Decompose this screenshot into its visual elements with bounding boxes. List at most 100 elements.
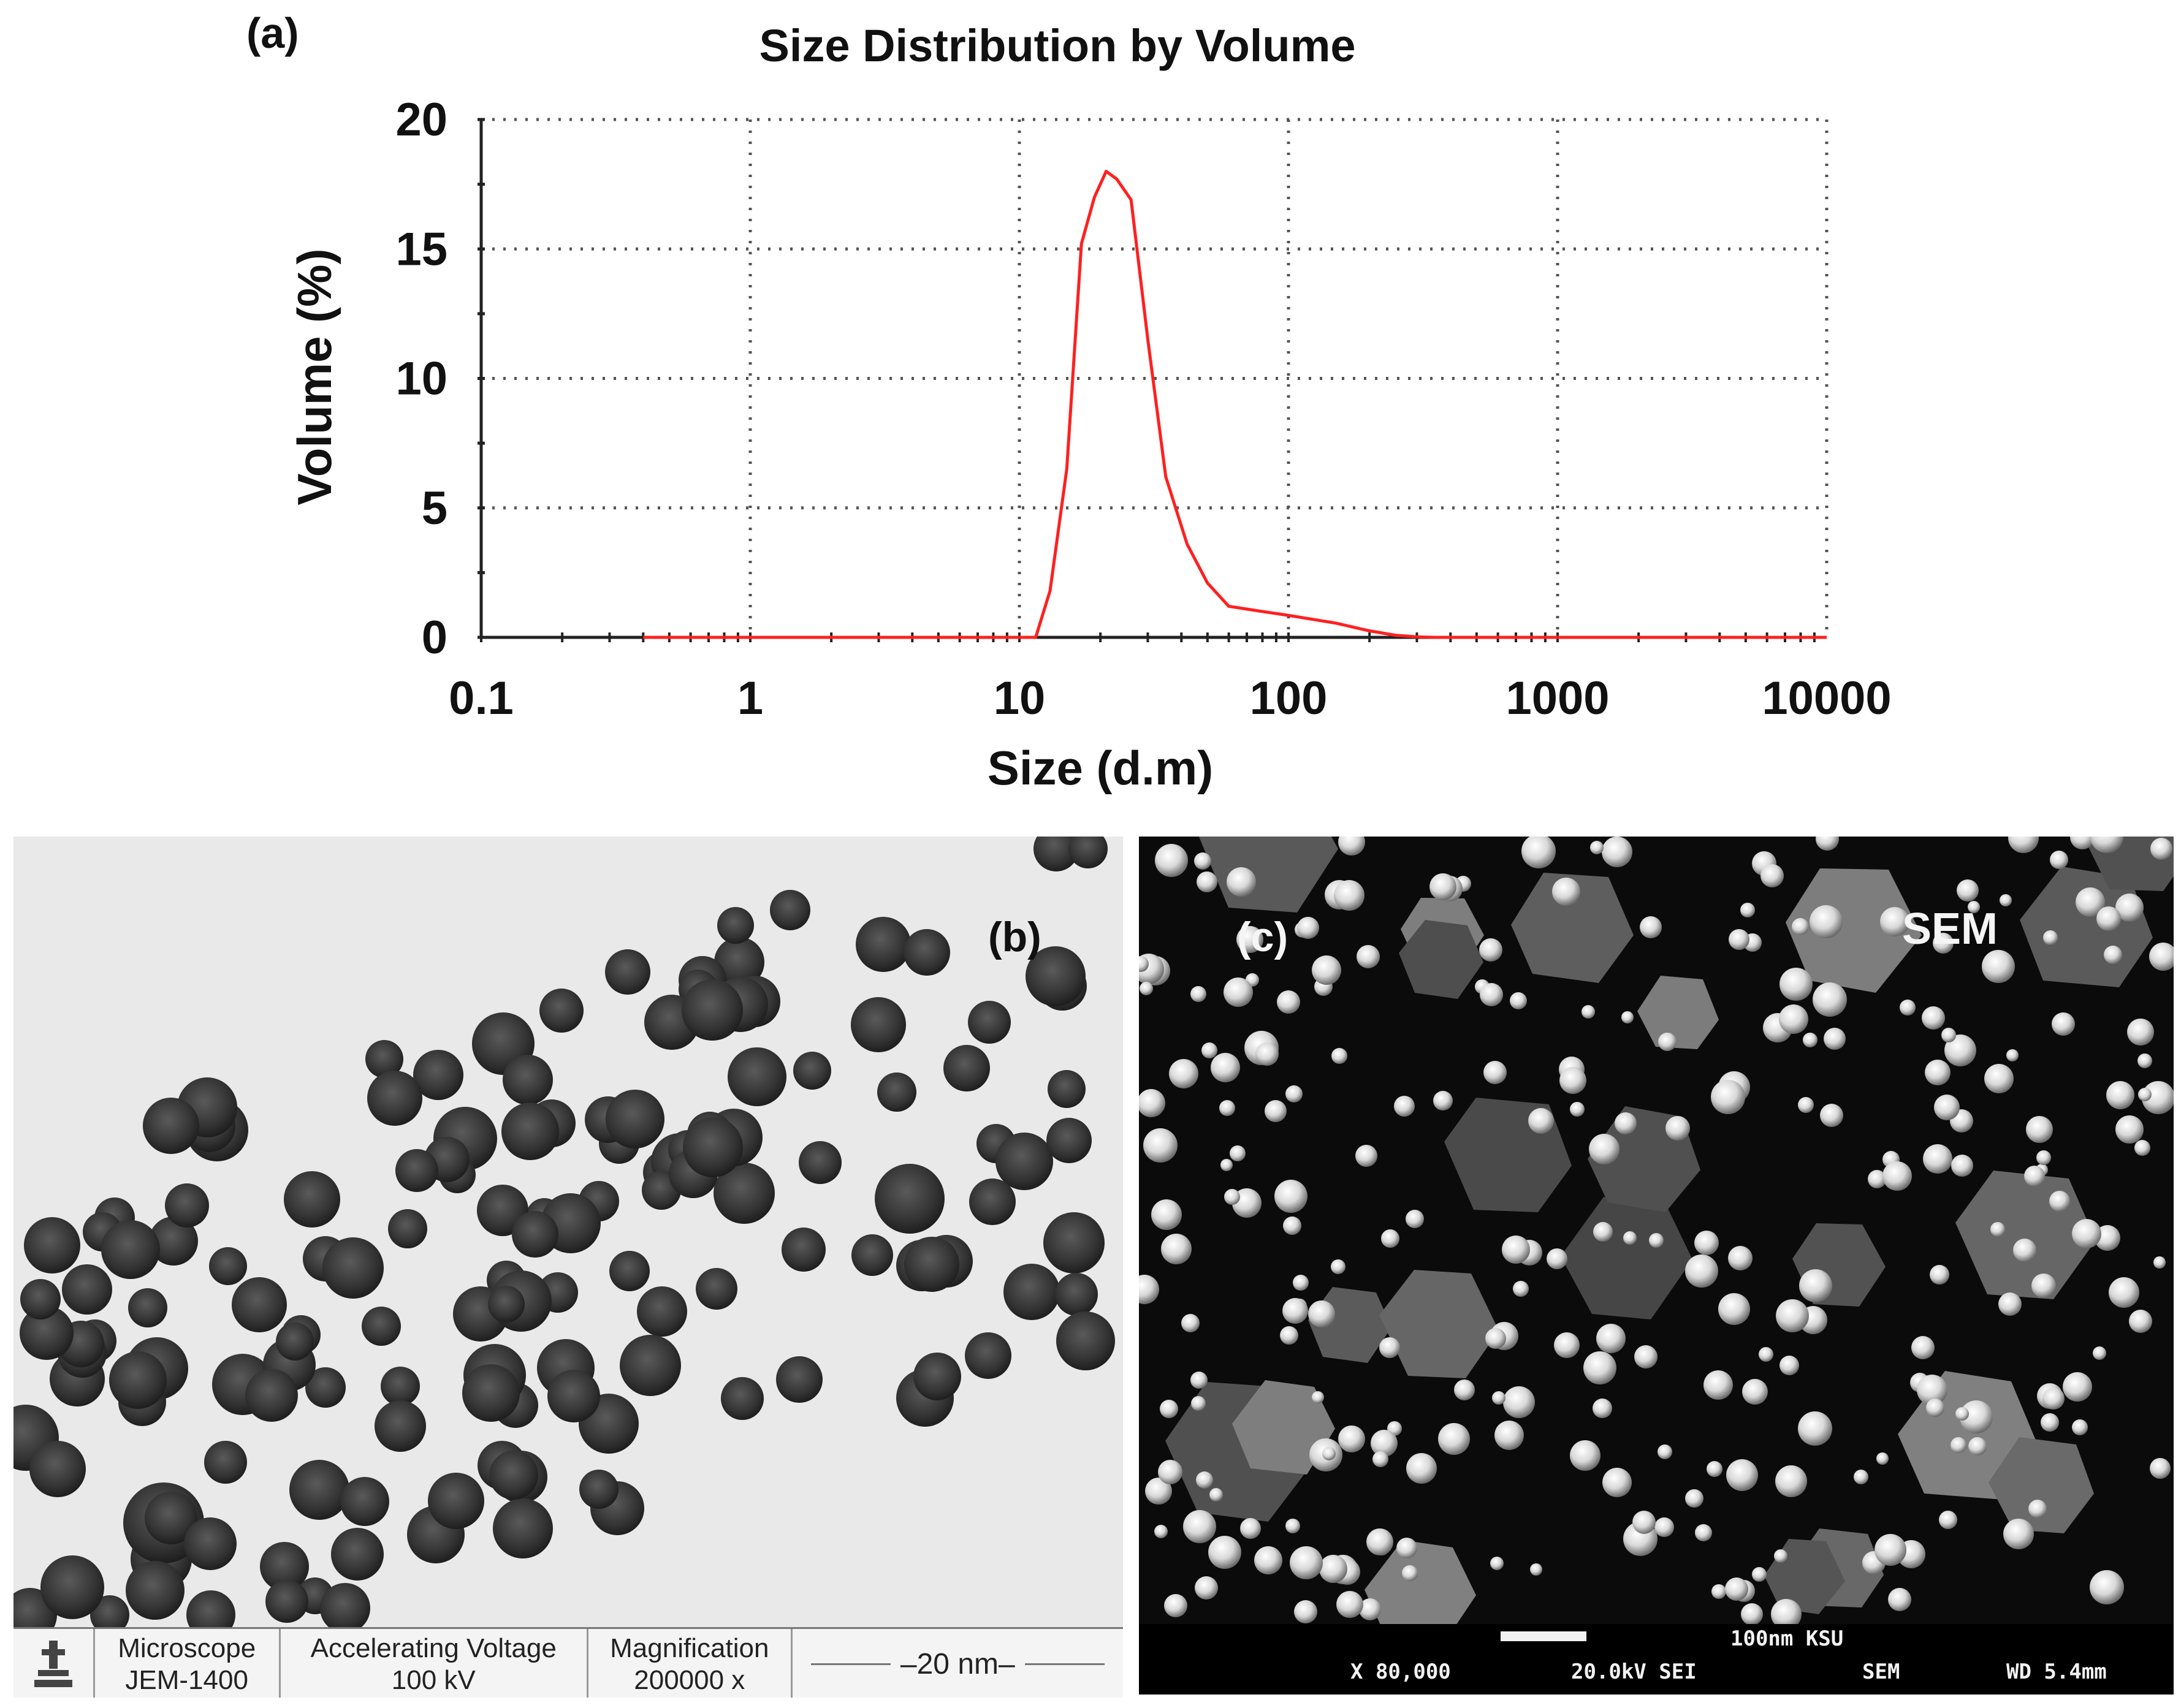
sem-particle (1726, 1459, 1758, 1491)
sem-particle (1190, 986, 1206, 1002)
sem-particle (2049, 1191, 2070, 1212)
tem-particle (232, 1277, 287, 1332)
sem-particle (2093, 1346, 2106, 1360)
sem-particle (1454, 1380, 1475, 1400)
sem-particle (1590, 841, 1604, 854)
sem-scale-bar (1501, 1631, 1586, 1641)
tem-particle (875, 1164, 945, 1234)
tem-particle (782, 1228, 826, 1272)
sem-particle (1955, 1407, 1969, 1421)
tem-particle (770, 890, 810, 930)
sem-particle (2031, 1273, 2056, 1298)
tem-particle (1033, 837, 1079, 871)
chart-series (643, 170, 1827, 639)
sem-particle (1169, 1059, 1198, 1088)
sem-plate (1399, 920, 1483, 999)
sem-particle (1570, 1440, 1601, 1471)
sem-micrograph-panel: (c) SEM 100nm KSU X 80,000 20.0kV SEI SE… (1139, 837, 2174, 1695)
scale-bar-label: 20 nm (916, 1647, 999, 1680)
tem-particle (637, 1286, 687, 1337)
x-tick-label-100: 100 (1250, 672, 1328, 724)
panel-b-label: (b) (988, 914, 1041, 960)
microscope-cell: Microscope JEM-1400 (95, 1629, 281, 1698)
tem-particle (40, 1555, 104, 1619)
sem-particle (1799, 1269, 1832, 1302)
tem-particle (1055, 1273, 1098, 1316)
sem-particle (1934, 1095, 1960, 1120)
y-tick-label-20: 20 (395, 94, 447, 146)
sem-particle (1227, 867, 1256, 897)
tem-particle (1026, 946, 1086, 1006)
voltage-value: 100 kV (391, 1664, 476, 1695)
sem-particle (1922, 1006, 1945, 1030)
sem-particle (1779, 1004, 1808, 1034)
sem-plate (1637, 976, 1719, 1049)
sem-particle (2041, 1413, 2059, 1432)
sem-particle (2028, 1500, 2047, 1518)
sem-particle (1658, 1033, 1677, 1051)
sem-particle (1728, 1246, 1753, 1270)
sem-particle (1406, 1210, 1424, 1228)
size-distribution-chart: Size Distribution by Volume 0 5 10 15 20 0.1 1… (287, 20, 1892, 795)
sem-particle (1634, 1345, 1658, 1368)
tem-particle (1068, 837, 1108, 868)
sem-particle (1322, 1447, 1336, 1460)
sem-particle (1779, 1356, 1799, 1375)
tem-particle (995, 1133, 1053, 1190)
sem-particle (1336, 1591, 1363, 1618)
y-axis-label: Volume (%) (287, 249, 341, 506)
tem-particle (320, 1583, 370, 1633)
sem-particle (1774, 1549, 1787, 1563)
tem-particle (539, 989, 584, 1033)
sem-particle (2026, 1116, 2053, 1143)
tem-particle (265, 1580, 308, 1623)
sem-particle (1280, 1326, 1298, 1345)
sem-particle (1191, 1396, 1206, 1411)
sem-particle (1143, 1128, 1178, 1163)
sem-particle (1290, 1546, 1323, 1579)
sem-particle (1694, 1231, 1719, 1255)
tem-particle (29, 1441, 86, 1497)
sem-particle (1911, 1336, 1935, 1359)
sem-particle (1483, 1061, 1507, 1084)
y-tick-label-0: 0 (422, 612, 447, 664)
tem-particle (90, 1595, 129, 1634)
tem-particle (204, 1441, 247, 1484)
sem-particle (1480, 983, 1503, 1006)
x-tick-label-10: 10 (994, 672, 1046, 724)
sem-particle (1219, 1100, 1235, 1116)
sem-particle (1139, 1275, 1159, 1304)
sem-particle (1968, 901, 1980, 913)
tem-particle (428, 1473, 484, 1529)
sem-particle (1183, 1510, 1216, 1543)
sem-particle (1926, 1399, 1944, 1417)
sem-particle (1277, 990, 1300, 1014)
tem-particle (395, 1149, 438, 1192)
sem-particle (2043, 930, 2058, 945)
tem-particle (682, 979, 743, 1041)
sem-particle (2003, 1519, 2034, 1549)
sem-particle (1160, 1400, 1178, 1418)
sem-particle (2072, 1219, 2101, 1248)
sem-particle (1951, 1437, 1966, 1453)
sem-voltage: 20.0kV SEI (1571, 1660, 1697, 1684)
sem-particle (1151, 1199, 1182, 1230)
sem-particle (1583, 1351, 1616, 1384)
sem-particle (2109, 1277, 2139, 1308)
tem-particle (109, 1351, 167, 1409)
tem-particle (605, 949, 650, 995)
sem-particle (1621, 1011, 1634, 1023)
sem-particle (1868, 1170, 1886, 1188)
sem-particle (1308, 1300, 1335, 1327)
sem-particle (1236, 926, 1263, 953)
tem-particle (776, 1356, 823, 1403)
sem-particle (1433, 1091, 1453, 1110)
sem-particle (1265, 1100, 1287, 1122)
sem-particle (1707, 1461, 1722, 1477)
x-axis-label: Size (d.m) (988, 741, 1213, 795)
tem-particle (493, 1498, 553, 1558)
sem-particle (1816, 837, 1839, 851)
sem-particle (1742, 1379, 1768, 1405)
sem-particle (1623, 1231, 1637, 1245)
sem-particle (1429, 873, 1456, 900)
